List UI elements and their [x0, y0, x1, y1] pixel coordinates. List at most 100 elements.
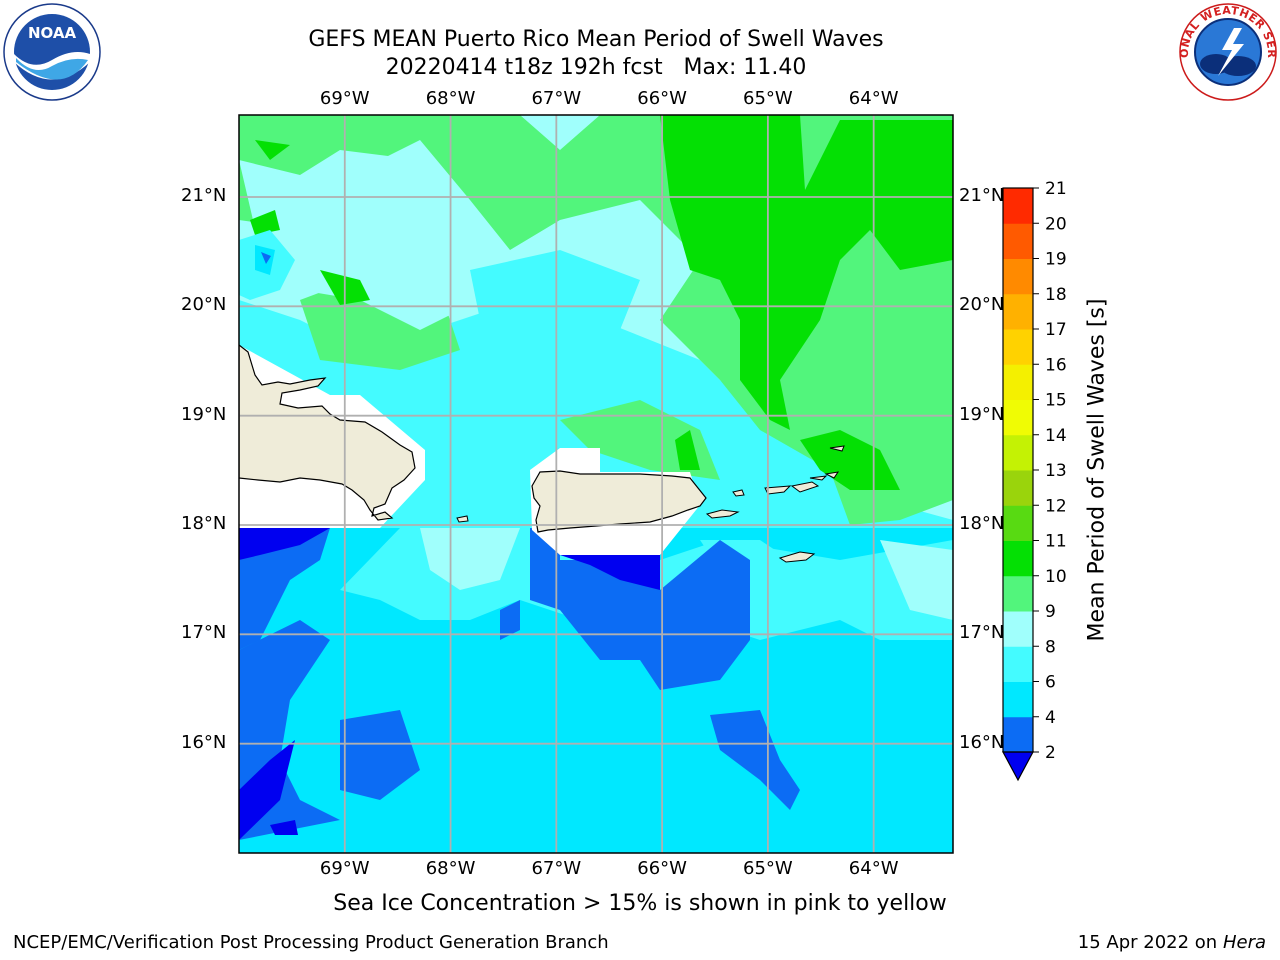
contour-10-11-b	[800, 430, 900, 490]
lat-label-right: 18°N	[959, 513, 1005, 534]
st-john-island	[790, 481, 820, 493]
mona-island	[456, 515, 469, 523]
colorbar-swatch	[1003, 470, 1033, 506]
graticule	[239, 115, 953, 853]
lon-label-bottom: 67°W	[531, 858, 582, 879]
contour-2-4-se	[710, 710, 800, 810]
lon-label-top: 69°W	[319, 88, 370, 109]
lon-label-bottom: 65°W	[743, 858, 793, 879]
lon-label-bottom: 66°W	[637, 858, 687, 879]
contour-field	[239, 115, 953, 853]
culebra-island	[732, 489, 745, 497]
colorbar-swatch	[1003, 293, 1033, 330]
colorbar-swatch	[1003, 188, 1033, 224]
st-croix-island	[778, 551, 816, 563]
colorbar-tick-label: 12	[1045, 496, 1067, 516]
footer-machine: Hera	[1222, 932, 1266, 953]
contour-under-c	[560, 555, 660, 590]
colorbar-swatch	[1003, 540, 1033, 577]
lat-label-left: 16°N	[181, 731, 227, 753]
contour-2-4-c	[530, 528, 750, 690]
colorbar-swatch	[1003, 611, 1033, 647]
map-frame	[238, 114, 954, 854]
contour-2-4-c2	[500, 600, 520, 640]
colorbar-tick-label: 10	[1045, 567, 1067, 587]
tortola-island	[809, 475, 828, 481]
colorbar: 2 4 6 8 9 10 11 12 13 14 15 16 17 18 19 20 21	[1001, 180, 1067, 782]
lat-label-right: 19°N	[959, 403, 1005, 425]
lat-label-left: 17°N	[181, 622, 227, 644]
lon-label-top: 65°W	[743, 88, 793, 109]
colorbar-tick-label: 2	[1045, 743, 1056, 763]
colorbar-tick-label: 8	[1045, 637, 1056, 657]
map-subtitle: 20220414 t18z 192h fcst Max: 11.40	[385, 55, 807, 80]
colorbar-tick-label: 11	[1045, 532, 1067, 552]
contour-under-d	[239, 740, 295, 840]
colorbar-tick-label: 13	[1045, 461, 1067, 481]
lat-label-left: 21°N	[181, 185, 227, 206]
colorbar-swatch	[1003, 399, 1033, 436]
footer-left: NCEP/EMC/Verification Post Processing Pr…	[13, 932, 609, 953]
contour-2-4-c	[261, 252, 271, 264]
colorbar-swatch	[1003, 364, 1033, 400]
map-caption: Sea Ice Concentration > 15% is shown in …	[333, 891, 947, 916]
contour-6-8-b	[470, 250, 640, 340]
lat-label-right: 16°N	[959, 731, 1005, 753]
lon-label-bottom: 69°W	[319, 858, 370, 879]
virgin-gorda-island	[824, 471, 840, 479]
nws-logo: NATIONAL WEATHER SERVICE	[1178, 2, 1278, 101]
colorbar-swatch	[1003, 223, 1033, 259]
map-title: GEFS MEAN Puerto Rico Mean Period of Swe…	[308, 27, 884, 52]
colorbar-tick-label: 6	[1045, 673, 1056, 693]
colorbar-swatch	[1003, 329, 1033, 365]
lat-label-right: 20°N	[959, 294, 1005, 316]
colorbar-swatch	[1003, 505, 1033, 541]
colorbar-tick-label: 15	[1045, 391, 1067, 411]
lat-label-right: 21°N	[959, 185, 1005, 206]
contour-8-9-s2	[880, 540, 953, 620]
lon-label-bottom: 68°W	[425, 858, 476, 879]
colorbar-under-triangle	[1001, 751, 1035, 782]
lat-label-right: 17°N	[959, 622, 1005, 644]
vieques-island	[705, 509, 740, 519]
contour-under-e	[270, 820, 298, 835]
colorbar-tick-label: 17	[1045, 320, 1067, 340]
contour-8-9-b	[239, 150, 480, 330]
lon-label-bottom: 64°W	[848, 858, 899, 879]
colorbar-swatch	[1003, 258, 1033, 295]
colorbar-tick-label: 16	[1045, 355, 1067, 375]
colorbar-swatch	[1003, 646, 1033, 682]
colorbar-tick-label: 9	[1045, 602, 1056, 622]
lon-label-top: 64°W	[848, 88, 899, 109]
contour-under-b	[239, 528, 330, 560]
lat-label-left: 20°N	[181, 294, 227, 316]
footer-right: 15 Apr 2022 on Hera	[1078, 932, 1266, 953]
colorbar-label: Mean Period of Swell Waves [s]	[1084, 298, 1110, 642]
noaa-logo: NOAA	[3, 3, 101, 101]
lat-label-left: 19°N	[181, 403, 227, 425]
colorbar-swatch	[1003, 575, 1033, 612]
colorbar-swatch	[1003, 681, 1033, 718]
contour-10-11-e	[250, 210, 280, 235]
contour-10-11-d	[255, 140, 290, 160]
colorbar-tick-label: 4	[1045, 708, 1056, 728]
lat-label-left: 18°N	[181, 513, 227, 534]
lon-label-top: 66°W	[637, 88, 687, 109]
contour-8-9-s	[420, 528, 520, 590]
colorbar-tick-label: 20	[1045, 214, 1067, 234]
colorbar-tick-label: 18	[1045, 285, 1067, 305]
colorbar-tick-label: 19	[1045, 250, 1067, 270]
colorbar-tick-label: 14	[1045, 426, 1067, 446]
colorbar-swatch	[1003, 434, 1033, 471]
lon-label-top: 67°W	[531, 88, 582, 109]
colorbar-swatch	[1003, 716, 1033, 753]
contour-2-4-w	[239, 528, 330, 650]
footer-date: 15 Apr 2022 on	[1077, 932, 1223, 953]
contour-10-11-f	[675, 430, 700, 470]
noaa-logo-text: NOAA	[28, 24, 77, 42]
colorbar-tick-label: 21	[1045, 180, 1067, 199]
lon-label-top: 68°W	[425, 88, 476, 109]
contour-2-4-s	[340, 710, 420, 800]
anegada-island	[829, 445, 845, 452]
